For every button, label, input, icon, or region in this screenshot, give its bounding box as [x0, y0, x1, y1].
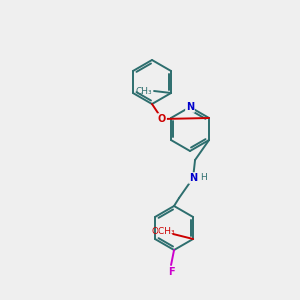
Text: H: H [200, 173, 206, 182]
Text: O: O [158, 114, 166, 124]
Text: CH₃: CH₃ [135, 86, 152, 95]
Text: F: F [168, 267, 174, 277]
Text: OCH₃: OCH₃ [151, 226, 175, 236]
Text: N: N [189, 173, 197, 183]
Text: N: N [186, 102, 194, 112]
